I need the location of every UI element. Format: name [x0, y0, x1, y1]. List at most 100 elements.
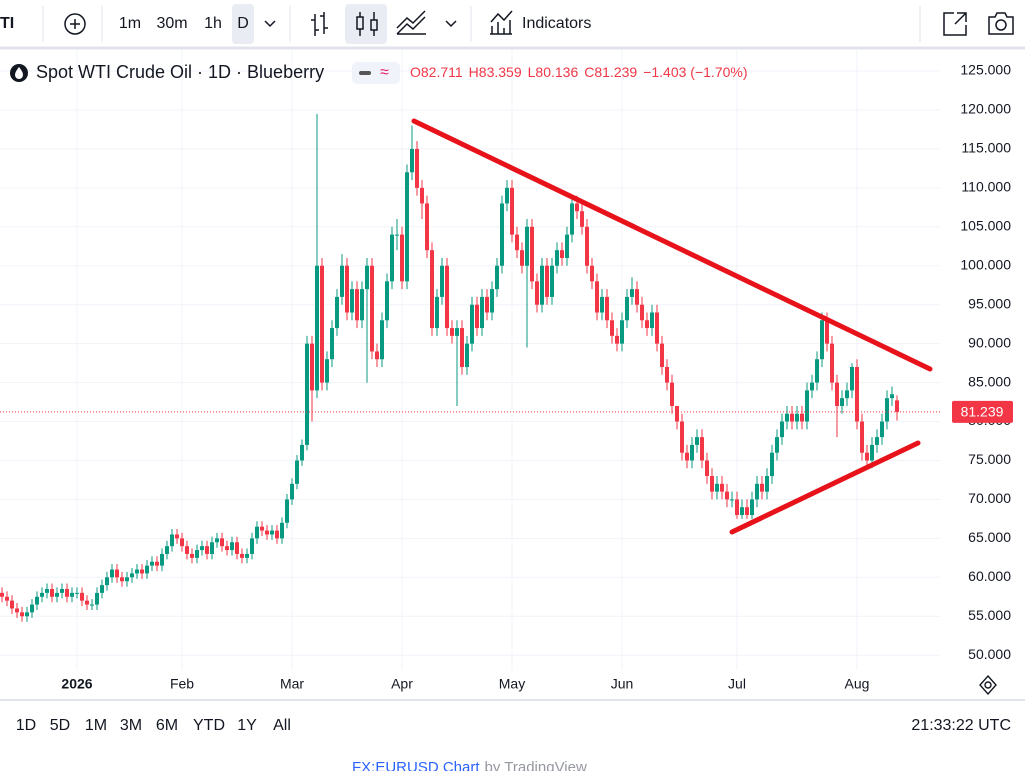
candle-body [395, 234, 399, 236]
candle-body [195, 550, 199, 558]
candle-body [60, 588, 64, 593]
candle-body [85, 600, 89, 605]
candle-body [120, 577, 124, 582]
footer-link[interactable]: FX:EURUSD Chart [352, 759, 480, 771]
candle-body [15, 608, 19, 613]
candle-body [850, 367, 854, 391]
candle-body [620, 320, 624, 344]
y-tick-label: 110.000 [961, 179, 1011, 195]
style-menu[interactable] [445, 20, 457, 28]
candle-style-active[interactable] [345, 4, 387, 44]
clock: 21:33:22 UTC [911, 717, 1011, 734]
y-tick-label: 95.000 [968, 295, 1011, 311]
candle-body [305, 343, 309, 445]
fullscreen-button[interactable] [943, 12, 967, 36]
range-button[interactable]: All [273, 717, 291, 734]
candle-body [435, 296, 439, 329]
range-button[interactable]: 3M [120, 717, 142, 734]
candle-body [160, 553, 164, 566]
area-style[interactable] [396, 10, 426, 35]
candle-body [105, 577, 109, 586]
interval[interactable]: 1m [119, 15, 141, 32]
interval-menu[interactable] [264, 20, 276, 28]
range-button[interactable]: 1M [85, 717, 107, 734]
candle-body [880, 421, 884, 438]
x-tick-label: 2026 [61, 676, 92, 692]
range-button[interactable]: 1Y [237, 717, 257, 734]
candle-body [100, 585, 104, 593]
candle-body [35, 596, 39, 605]
candle-body [380, 320, 384, 360]
ohlc-value: 83.359 [479, 64, 522, 80]
candle-body [765, 476, 769, 492]
candle-body [355, 289, 359, 321]
candle-body [860, 421, 864, 453]
x-tick-label: May [499, 676, 525, 692]
candle-body [150, 561, 154, 566]
candle-body [780, 421, 784, 438]
x-tick-label: Jul [728, 676, 746, 692]
bar-style[interactable] [311, 12, 328, 36]
interval[interactable]: D [237, 15, 249, 32]
candle-body [370, 265, 374, 352]
candle-body [645, 320, 649, 329]
candle-body [165, 546, 169, 554]
candle-body [755, 483, 759, 500]
symbol[interactable]: TI [0, 15, 14, 32]
chart-title: Spot WTI Crude Oil · 1D · Blueberry [36, 62, 324, 82]
x-tick-label: Apr [391, 676, 413, 692]
indicators-button[interactable]: Indicators [522, 15, 591, 32]
candle-body [480, 296, 484, 329]
range-button[interactable]: YTD [193, 717, 225, 734]
candle-body [190, 553, 194, 558]
snapshot-button[interactable] [988, 12, 1014, 35]
candle-body [300, 444, 304, 461]
footer: FX:EURUSD Chart by TradingView [352, 759, 587, 771]
candle-body [20, 612, 24, 617]
candle-body [530, 226, 534, 282]
candle-body [625, 296, 629, 321]
settings-button[interactable] [979, 674, 997, 696]
candle-body [785, 413, 789, 422]
y-tick-label: 100.000 [960, 256, 1011, 272]
candle-body [705, 460, 709, 477]
candle-body [75, 592, 79, 594]
candle-body [740, 507, 744, 515]
candle-body [405, 172, 409, 282]
legend-toggle[interactable] [352, 62, 400, 84]
x-tick-label: Mar [280, 676, 304, 692]
candle-body [565, 234, 569, 258]
candle-body [450, 328, 454, 336]
candle-body [615, 335, 619, 344]
candle-body [630, 289, 634, 297]
candle-body [745, 507, 749, 515]
legend-toggle-icon [359, 71, 371, 75]
indicators-icon[interactable] [490, 10, 513, 35]
range-button[interactable]: 5D [50, 717, 70, 734]
range-button[interactable]: 1D [16, 717, 36, 734]
candle-body [770, 452, 774, 477]
interval[interactable]: 1h [204, 15, 222, 32]
candle-body [825, 320, 829, 344]
candle-body [815, 359, 819, 383]
y-tick-label: 65.000 [968, 529, 1011, 545]
candle-body [560, 250, 564, 258]
candle-body [420, 187, 424, 204]
range-button[interactable]: 6M [156, 717, 178, 734]
candle-body [365, 265, 369, 290]
candle-body [670, 382, 674, 406]
candle-body [115, 569, 119, 578]
y-tick-label: 85.000 [968, 373, 1011, 389]
candle-body [265, 530, 269, 535]
candle-body [580, 211, 584, 227]
add-symbol[interactable] [64, 13, 86, 35]
candle-body [200, 546, 204, 551]
drop-icon [15, 67, 23, 79]
candle-body [225, 546, 229, 551]
range-bar: 1D 5D 1M 3M 6M YTD 1Y All [16, 717, 291, 734]
candle-body [660, 343, 664, 368]
candle-body [890, 394, 894, 399]
x-tick-label: Jun [611, 676, 634, 692]
interval[interactable]: 30m [156, 15, 187, 32]
candle-body [470, 304, 474, 344]
